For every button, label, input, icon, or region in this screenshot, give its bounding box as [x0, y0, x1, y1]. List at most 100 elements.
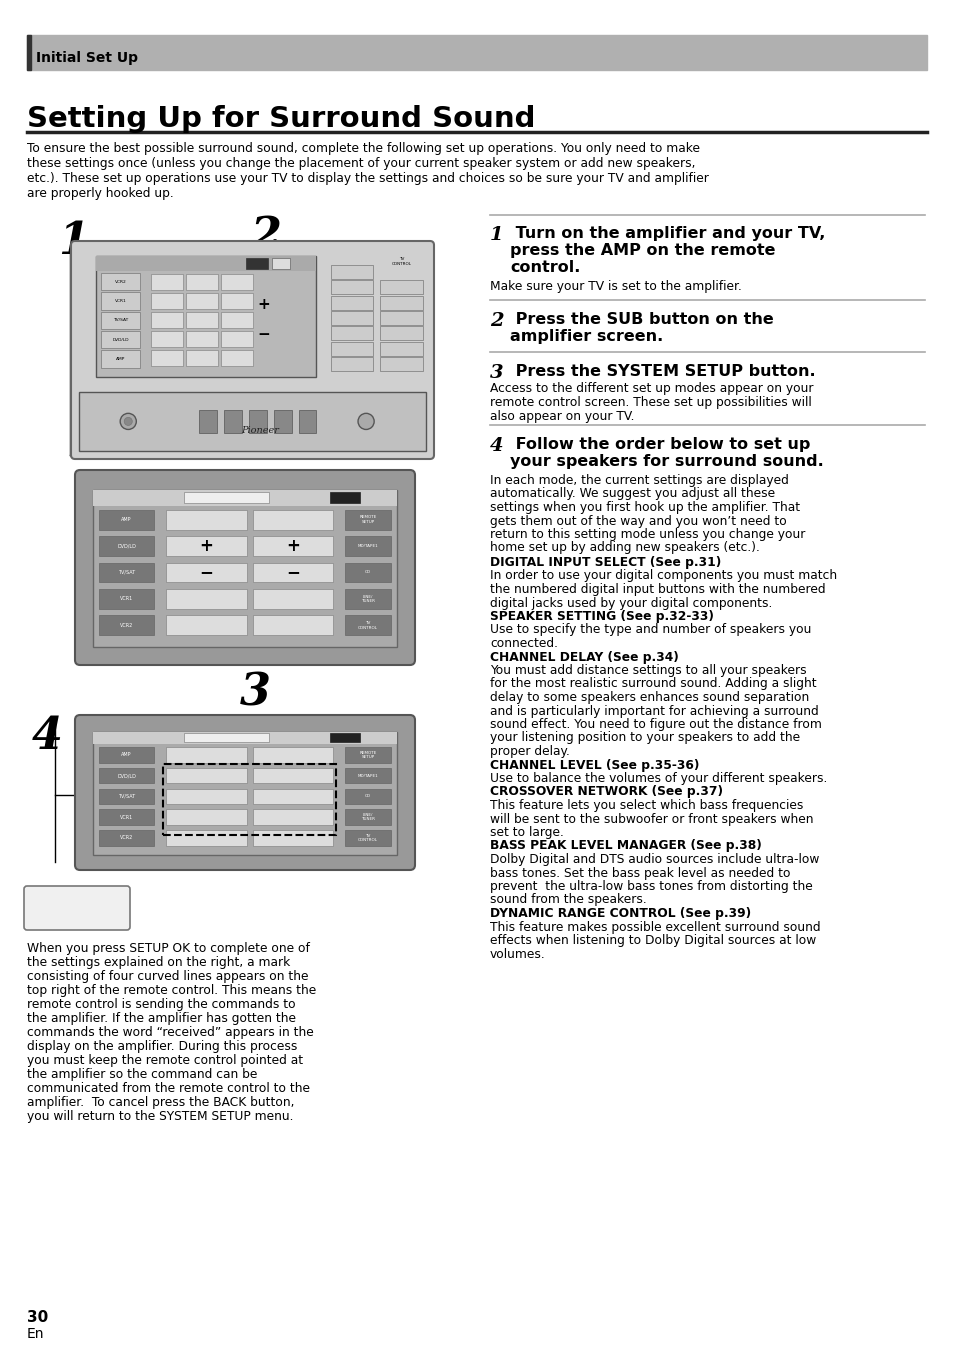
- Bar: [101, 350, 140, 368]
- Bar: [345, 537, 391, 555]
- Text: VCR2: VCR2: [114, 280, 126, 284]
- Text: the settings explained on the right, a mark: the settings explained on the right, a m…: [27, 956, 290, 969]
- Text: connected.: connected.: [490, 638, 558, 650]
- Text: remote control screen. These set up possibilities will: remote control screen. These set up poss…: [490, 396, 811, 408]
- Text: −: −: [257, 328, 270, 342]
- Bar: [166, 616, 246, 635]
- Text: You must add distance settings to all your speakers: You must add distance settings to all yo…: [490, 665, 806, 677]
- Text: Turn on the amplifier and your TV,: Turn on the amplifier and your TV,: [510, 226, 824, 241]
- Bar: [93, 732, 396, 744]
- Text: remote control is sending the commands to: remote control is sending the commands t…: [27, 998, 295, 1011]
- Text: digital jacks used by your digital components.: digital jacks used by your digital compo…: [490, 597, 772, 609]
- Bar: [96, 256, 316, 377]
- Bar: [298, 410, 316, 433]
- Text: CD: CD: [365, 794, 371, 798]
- Text: LINE/
TUNER: LINE/ TUNER: [360, 813, 375, 821]
- Text: amplifier.  To cancel press the BACK button,: amplifier. To cancel press the BACK butt…: [27, 1096, 294, 1109]
- Bar: [99, 589, 153, 609]
- Text: SPEAKER SETTING (See p.32-33): SPEAKER SETTING (See p.32-33): [490, 611, 713, 623]
- Text: automatically. We suggest you adjust all these: automatically. We suggest you adjust all…: [490, 488, 774, 500]
- Bar: [380, 280, 422, 294]
- Bar: [331, 295, 373, 310]
- Text: VCR1: VCR1: [120, 814, 133, 820]
- Bar: [99, 768, 153, 783]
- Bar: [253, 616, 333, 635]
- Text: DVD/LD: DVD/LD: [117, 543, 136, 549]
- Bar: [166, 537, 246, 555]
- Text: VCR2: VCR2: [120, 623, 133, 628]
- Text: your listening position to your speakers to add the: your listening position to your speakers…: [490, 732, 800, 744]
- Circle shape: [124, 418, 132, 426]
- Bar: [330, 733, 360, 743]
- Bar: [331, 280, 373, 294]
- Bar: [199, 410, 216, 433]
- Text: CD: CD: [365, 570, 371, 574]
- Text: etc.). These set up operations use your TV to display the settings and choices s: etc.). These set up operations use your …: [27, 173, 708, 185]
- Bar: [93, 489, 396, 647]
- Bar: [253, 747, 333, 763]
- Text: home set up by adding new speakers (etc.).: home set up by adding new speakers (etc.…: [490, 542, 760, 554]
- Bar: [166, 768, 246, 783]
- Bar: [99, 747, 153, 763]
- Text: your speakers for surround sound.: your speakers for surround sound.: [510, 454, 822, 469]
- FancyBboxPatch shape: [75, 470, 415, 665]
- Text: control.: control.: [510, 260, 579, 275]
- Text: VCR1: VCR1: [114, 299, 126, 303]
- Text: Follow the order below to set up: Follow the order below to set up: [510, 437, 809, 452]
- Bar: [345, 510, 391, 530]
- Bar: [27, 35, 30, 70]
- Text: 3: 3: [240, 673, 271, 714]
- Bar: [166, 830, 246, 845]
- Text: Press the SYSTEM SETUP button.: Press the SYSTEM SETUP button.: [510, 364, 815, 379]
- Text: VCR1: VCR1: [120, 596, 133, 601]
- Bar: [151, 274, 183, 290]
- Text: In each mode, the current settings are displayed: In each mode, the current settings are d…: [490, 474, 788, 487]
- Text: Access to the different set up modes appear on your: Access to the different set up modes app…: [490, 381, 813, 395]
- Text: communicated from the remote control to the: communicated from the remote control to …: [27, 1082, 310, 1095]
- Text: Pioneer: Pioneer: [240, 426, 278, 435]
- Text: −: −: [199, 563, 213, 581]
- Text: volumes.: volumes.: [490, 948, 545, 961]
- Bar: [99, 510, 153, 530]
- Bar: [224, 410, 242, 433]
- Bar: [253, 768, 333, 783]
- Text: Press the SUB button on the: Press the SUB button on the: [510, 311, 773, 328]
- Text: TV
CONTROL: TV CONTROL: [357, 833, 377, 842]
- Bar: [166, 562, 246, 582]
- Text: VCR2: VCR2: [120, 836, 133, 840]
- Text: the amplifier. If the amplifier has gotten the: the amplifier. If the amplifier has gott…: [27, 1012, 295, 1024]
- Bar: [101, 274, 140, 290]
- Text: 1: 1: [58, 220, 89, 263]
- Text: for the most realistic surround sound. Adding a slight: for the most realistic surround sound. A…: [490, 678, 816, 690]
- Text: DYNAMIC RANGE CONTROL (See p.39): DYNAMIC RANGE CONTROL (See p.39): [490, 907, 750, 919]
- Text: 4: 4: [490, 437, 503, 456]
- Text: This feature lets you select which bass frequencies: This feature lets you select which bass …: [490, 799, 802, 811]
- Bar: [330, 492, 360, 503]
- Text: BASS PEAK LEVEL MANAGER (See p.38): BASS PEAK LEVEL MANAGER (See p.38): [490, 840, 760, 852]
- Text: AMP: AMP: [121, 518, 132, 522]
- Bar: [221, 274, 253, 290]
- Text: REMOTE
SETUP: REMOTE SETUP: [359, 515, 376, 524]
- Text: TV/SAT: TV/SAT: [118, 570, 135, 576]
- Text: TV
CONTROL: TV CONTROL: [357, 621, 377, 630]
- Bar: [93, 489, 396, 506]
- Bar: [345, 616, 391, 635]
- Text: In order to use your digital components you must match: In order to use your digital components …: [490, 569, 836, 582]
- Text: +: +: [286, 537, 299, 555]
- Text: CROSSOVER NETWORK (See p.37): CROSSOVER NETWORK (See p.37): [490, 786, 722, 798]
- Text: 1: 1: [490, 226, 503, 244]
- Bar: [186, 332, 218, 346]
- Bar: [101, 332, 140, 348]
- Bar: [221, 311, 253, 328]
- Bar: [380, 295, 422, 310]
- Bar: [221, 293, 253, 309]
- Bar: [186, 274, 218, 290]
- Bar: [221, 350, 253, 367]
- Text: press the AMP on the remote: press the AMP on the remote: [510, 243, 775, 257]
- Bar: [166, 747, 246, 763]
- Text: Make sure your TV is set to the amplifier.: Make sure your TV is set to the amplifie…: [490, 280, 741, 293]
- Text: memo: memo: [40, 900, 82, 914]
- Text: Use to specify the type and number of speakers you: Use to specify the type and number of sp…: [490, 624, 810, 636]
- Text: commands the word “received” appears in the: commands the word “received” appears in …: [27, 1026, 314, 1039]
- Bar: [345, 562, 391, 582]
